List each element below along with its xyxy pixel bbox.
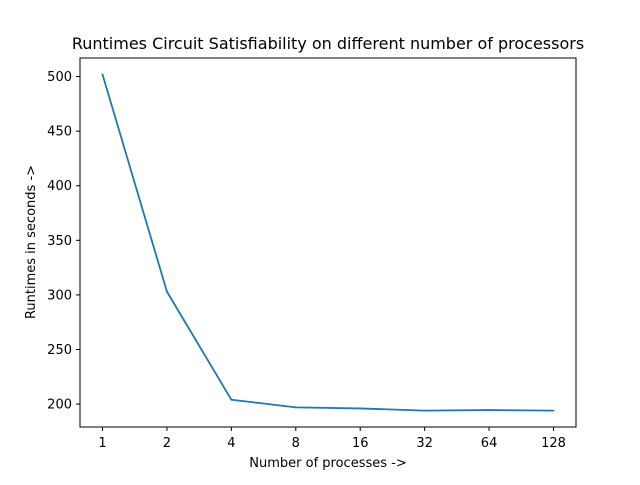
x-axis-label: Number of processes -> <box>249 456 406 471</box>
data-point <box>230 398 233 401</box>
x-tick-label: 1 <box>98 436 106 451</box>
y-tick-label: 300 <box>47 288 72 303</box>
data-point <box>488 409 490 411</box>
x-tick-label: 8 <box>292 436 300 451</box>
chart-title: Runtimes Circuit Satisfiability on diffe… <box>72 34 584 53</box>
y-tick-label: 500 <box>47 70 72 85</box>
y-tick-label: 450 <box>47 125 72 140</box>
data-point <box>423 409 426 412</box>
data-point <box>359 407 362 410</box>
data-point <box>294 406 297 409</box>
series-line <box>101 74 554 412</box>
y-tick-label: 350 <box>47 234 72 249</box>
y-tick-label: 200 <box>47 398 72 413</box>
plot-area-frame <box>79 57 577 428</box>
x-tick-label: 4 <box>227 436 235 451</box>
data-point <box>101 73 104 76</box>
series-layer <box>101 73 555 412</box>
x-tick-label: 32 <box>416 436 433 451</box>
x-tick-label: 2 <box>163 436 171 451</box>
data-point <box>552 409 555 412</box>
y-axis-label: Runtimes in seconds -> <box>24 165 39 319</box>
y-tick-label: 400 <box>47 179 72 194</box>
x-tick-label: 16 <box>352 436 369 451</box>
x-tick-label: 64 <box>481 436 498 451</box>
data-point <box>166 290 168 293</box>
x-tick-label: 128 <box>541 436 566 451</box>
y-tick-label: 250 <box>47 343 72 358</box>
y-axis: 200 250 300 350 400 450 500 <box>47 70 80 413</box>
x-axis: 1 2 4 8 16 32 64 128 <box>98 427 566 451</box>
